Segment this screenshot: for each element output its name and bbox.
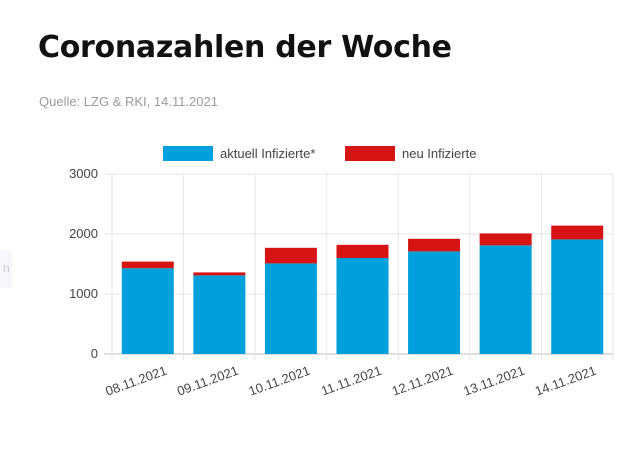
y-tick-label: 3000: [69, 166, 98, 181]
source-caption: Quelle: LZG & RKI, 14.11.2021: [39, 94, 218, 109]
x-tick-label: 12.11.2021: [390, 363, 455, 399]
bar-aktuell-infizierte[interactable]: [551, 239, 604, 354]
bar-neu-infizierte[interactable]: [336, 244, 389, 258]
x-tick-label: 09.11.2021: [175, 363, 240, 399]
bar-neu-infizierte[interactable]: [408, 238, 461, 252]
page-title: Coronazahlen der Woche: [38, 30, 452, 65]
bar-neu-infizierte[interactable]: [551, 225, 604, 240]
legend-label: neu Infizierte: [402, 146, 476, 161]
legend-item-neu-infizierte[interactable]: neu Infizierte: [345, 146, 476, 161]
x-tick-label: 10.11.2021: [247, 363, 312, 399]
bar-aktuell-infizierte[interactable]: [336, 258, 389, 354]
x-tick-label: 11.11.2021: [319, 363, 383, 399]
legend-label: aktuell Infizierte*: [220, 146, 315, 161]
bar-aktuell-infizierte[interactable]: [193, 275, 246, 354]
x-tick-label: 08.11.2021: [103, 363, 168, 399]
chart-bars: [121, 225, 604, 354]
chart-legend: aktuell Infizierte* neu Infizierte: [163, 146, 476, 161]
bar-aktuell-infizierte[interactable]: [479, 245, 532, 354]
bar-neu-infizierte[interactable]: [193, 272, 246, 276]
bar-aktuell-infizierte[interactable]: [264, 263, 317, 354]
x-tick-label: 13.11.2021: [461, 363, 526, 399]
legend-item-aktuell-infizierte[interactable]: aktuell Infizierte*: [163, 146, 315, 161]
y-tick-label: 2000: [69, 226, 98, 241]
bar-neu-infizierte[interactable]: [264, 247, 317, 264]
legend-swatch: [163, 146, 213, 161]
bar-neu-infizierte[interactable]: [479, 233, 532, 246]
left-edge-fragment: n: [0, 250, 12, 288]
x-tick-label: 14.11.2021: [533, 363, 598, 399]
y-tick-label: 0: [91, 346, 98, 361]
bar-aktuell-infizierte[interactable]: [121, 268, 174, 354]
legend-swatch: [345, 146, 395, 161]
bar-aktuell-infizierte[interactable]: [408, 251, 461, 354]
bar-neu-infizierte[interactable]: [121, 261, 174, 269]
left-edge-fragment-text: n: [3, 261, 10, 275]
y-tick-label: 1000: [69, 286, 98, 301]
